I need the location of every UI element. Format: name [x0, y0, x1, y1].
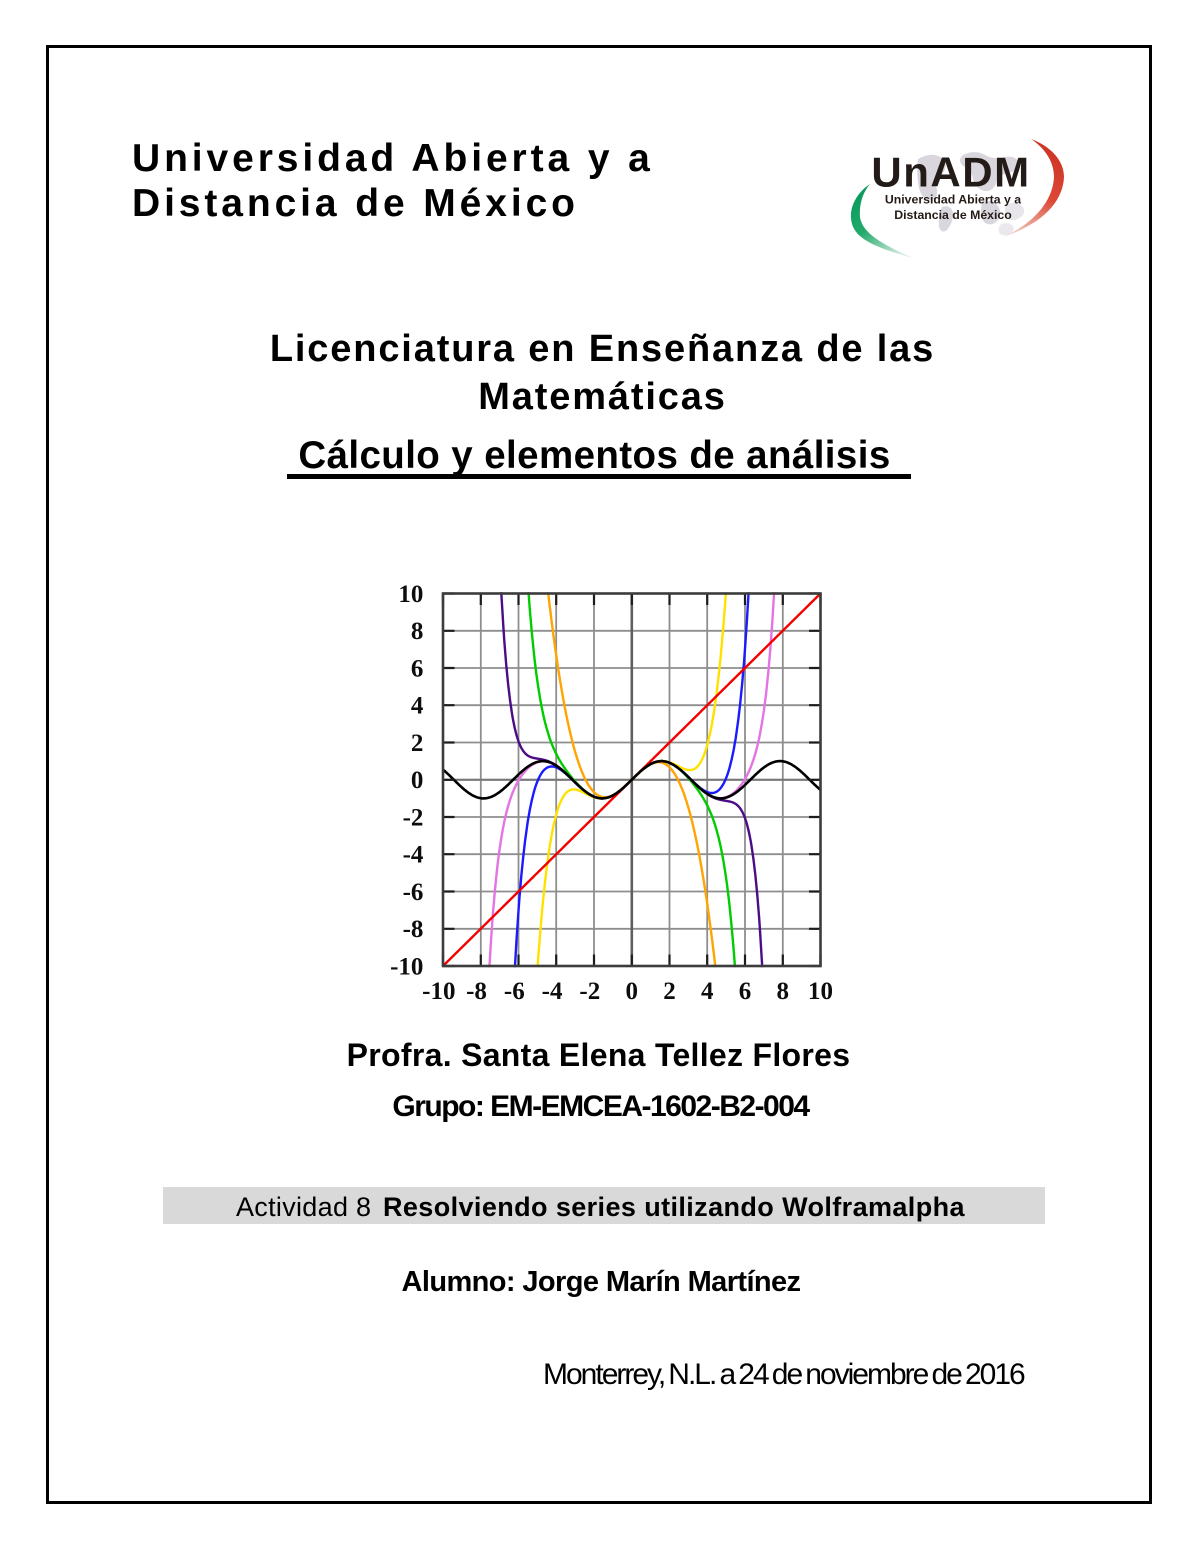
svg-text:10: 10: [398, 581, 423, 608]
svg-text:4: 4: [411, 693, 424, 720]
svg-text:0: 0: [626, 978, 639, 1005]
svg-text:-10: -10: [422, 978, 455, 1005]
svg-text:-4: -4: [403, 842, 424, 869]
svg-text:2: 2: [663, 978, 676, 1005]
svg-text:-10: -10: [390, 953, 423, 980]
svg-text:8: 8: [777, 978, 790, 1005]
svg-text:10: 10: [808, 978, 833, 1005]
svg-text:4: 4: [701, 978, 714, 1005]
svg-text:6: 6: [411, 655, 424, 682]
svg-text:-8: -8: [466, 978, 487, 1005]
svg-text:-2: -2: [579, 978, 600, 1005]
svg-text:Universidad Abierta y a: Universidad Abierta y a: [885, 192, 1021, 206]
svg-text:-6: -6: [403, 879, 424, 906]
svg-text:-4: -4: [542, 978, 563, 1005]
svg-text:8: 8: [411, 618, 424, 645]
svg-text:UnADM: UnADM: [871, 149, 1030, 196]
svg-text:0: 0: [411, 767, 424, 794]
svg-text:6: 6: [739, 978, 752, 1005]
svg-text:-6: -6: [504, 978, 525, 1005]
svg-text:-8: -8: [403, 916, 424, 943]
svg-text:2: 2: [411, 730, 424, 757]
svg-text:-2: -2: [403, 804, 424, 831]
svg-text:Distancia de México: Distancia de México: [894, 208, 1012, 222]
